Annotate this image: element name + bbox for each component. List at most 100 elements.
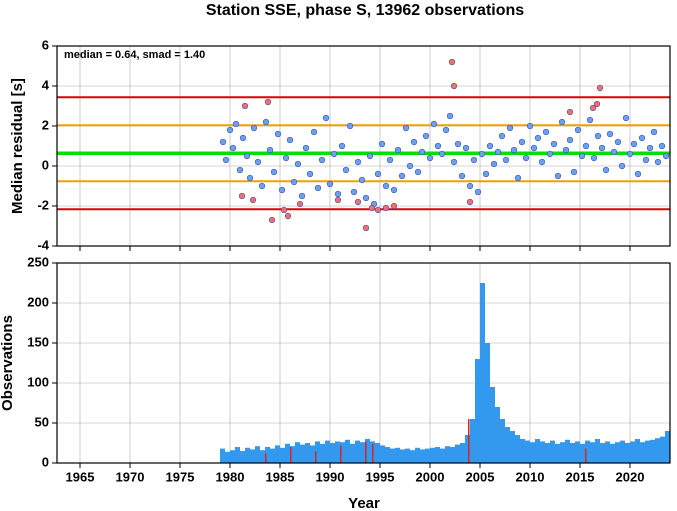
point: [390, 186, 398, 194]
point: [334, 190, 342, 198]
point: [662, 152, 670, 160]
outlier-bar: [290, 447, 292, 463]
point: [366, 152, 374, 160]
point: [354, 158, 362, 166]
point: [596, 84, 604, 92]
bar: [470, 419, 475, 463]
x-tick-label: 1995: [366, 469, 395, 484]
point: [286, 136, 294, 144]
point: [394, 146, 402, 154]
y-tick-label: -2: [37, 197, 49, 212]
point: [382, 204, 390, 212]
bar: [385, 447, 390, 463]
bar: [460, 443, 465, 463]
outlier-bar: [265, 453, 267, 463]
point: [374, 170, 382, 178]
y-tick-label: 4: [42, 77, 50, 92]
bar: [615, 442, 620, 463]
point: [594, 132, 602, 140]
bar: [520, 439, 525, 463]
point: [482, 170, 490, 178]
point: [342, 166, 350, 174]
point: [378, 140, 386, 148]
point: [593, 100, 601, 108]
bar: [495, 407, 500, 463]
point: [236, 166, 244, 174]
bar: [270, 448, 275, 463]
bar: [510, 431, 515, 463]
bar: [350, 443, 355, 463]
bar: [405, 448, 410, 463]
point: [249, 196, 257, 204]
point: [562, 146, 570, 154]
point: [362, 194, 370, 202]
point: [302, 144, 310, 152]
point: [222, 156, 230, 164]
point: [554, 172, 562, 180]
bar: [360, 442, 365, 463]
point: [446, 112, 454, 120]
point: [430, 120, 438, 128]
point: [466, 182, 474, 190]
x-tick-label: 2000: [416, 469, 445, 484]
x-axis-label: Year: [348, 495, 380, 511]
point: [390, 202, 398, 210]
point: [638, 134, 646, 142]
y-tick-label: -4: [37, 237, 49, 252]
bar: [490, 387, 495, 463]
point: [250, 124, 258, 132]
bar: [515, 435, 520, 463]
bar: [420, 449, 425, 463]
point: [570, 168, 578, 176]
point: [280, 206, 288, 214]
point: [566, 136, 574, 144]
x-tick-label: 2015: [566, 469, 595, 484]
bar: [555, 443, 560, 463]
bar: [440, 448, 445, 463]
bar: [595, 439, 600, 463]
point: [526, 122, 534, 130]
point: [354, 198, 362, 206]
point: [422, 132, 430, 140]
point: [534, 134, 542, 142]
point: [650, 128, 658, 136]
point: [458, 172, 466, 180]
bar: [445, 446, 450, 463]
point: [326, 180, 334, 188]
bar: [310, 445, 315, 463]
y-tick-label: 6: [42, 37, 49, 52]
bar: [535, 439, 540, 463]
point: [478, 150, 486, 158]
x-tick-label: 2020: [616, 469, 645, 484]
bar: [590, 442, 595, 463]
bar: [230, 450, 235, 463]
bar: [480, 283, 485, 463]
point: [598, 144, 606, 152]
point: [522, 154, 530, 162]
bar: [530, 442, 535, 463]
point: [264, 98, 272, 106]
bar: [380, 445, 385, 463]
point: [418, 148, 426, 156]
point: [232, 120, 240, 128]
bar: [450, 447, 455, 463]
y-tick-label: 250: [27, 254, 49, 269]
point: [282, 154, 290, 162]
point: [634, 170, 642, 178]
point: [646, 144, 654, 152]
bar: [400, 449, 405, 463]
point: [296, 200, 304, 208]
y-axis-label: Observations: [0, 315, 16, 411]
point: [606, 130, 614, 138]
point: [406, 162, 414, 170]
bar: [485, 343, 490, 463]
bar: [225, 451, 230, 463]
bar: [625, 443, 630, 463]
bar: [665, 431, 670, 463]
bar: [345, 439, 350, 463]
point: [626, 150, 634, 158]
bar: [585, 440, 590, 463]
point: [466, 198, 474, 206]
bar: [240, 451, 245, 463]
point: [278, 186, 286, 194]
